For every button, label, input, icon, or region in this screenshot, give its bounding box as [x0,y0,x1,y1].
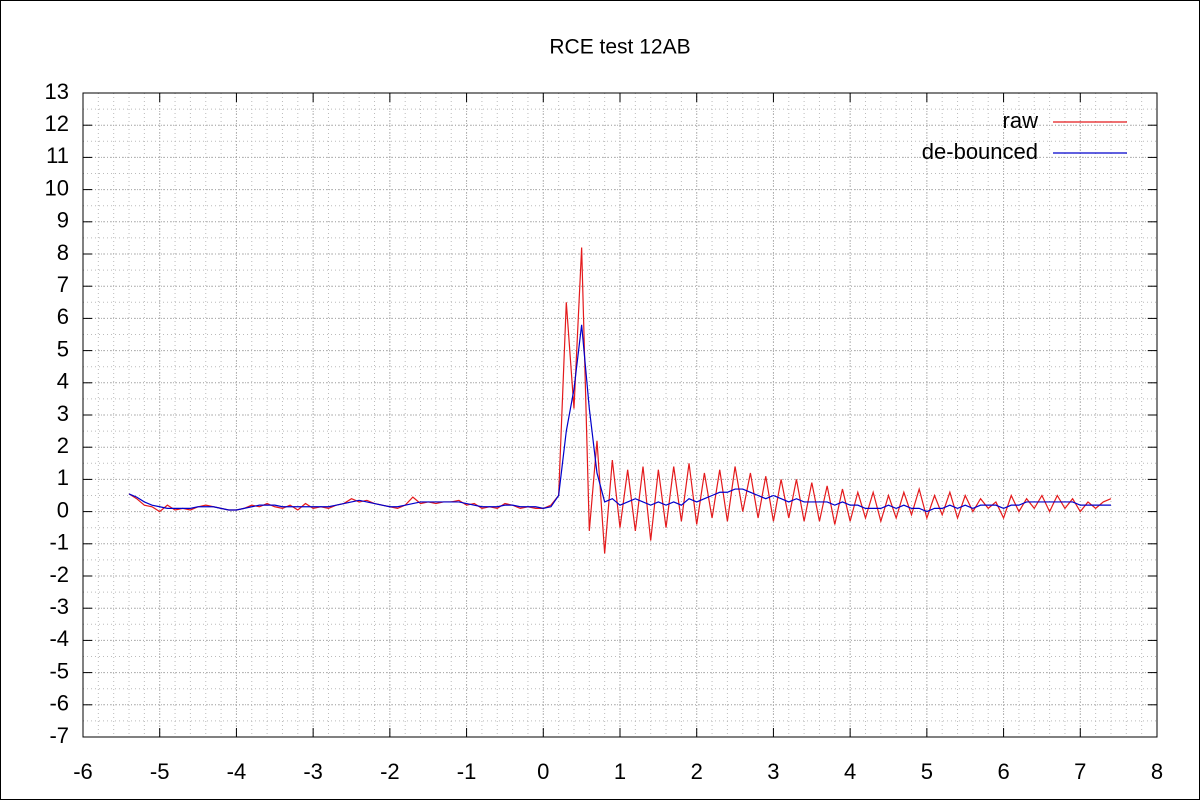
y-tick-label: 4 [57,369,69,394]
y-tick-label: 9 [57,208,69,233]
series-line [128,324,1111,513]
y-tick-label: -5 [49,658,69,683]
x-tick-label: 2 [691,759,703,784]
y-tick-label: 0 [57,497,69,522]
legend-label: raw [1003,108,1039,133]
y-tick-label: 6 [57,304,69,329]
x-tick-label: -3 [303,759,323,784]
y-tick-label: 8 [57,240,69,265]
x-tick-label: 1 [614,759,626,784]
x-tick-label: 8 [1151,759,1163,784]
chart-title: RCE test 12AB [549,36,690,59]
y-tick-label: 12 [45,111,69,136]
y-tick-label: 2 [57,433,69,458]
y-tick-label: 5 [57,336,69,361]
x-tick-label: 7 [1074,759,1086,784]
y-tick-label: -6 [49,691,69,716]
x-tick-label: 5 [921,759,933,784]
x-tick-label: -4 [227,759,247,784]
x-tick-label: 0 [537,759,549,784]
y-tick-label: 11 [46,143,69,168]
x-tick-label: 4 [844,759,856,784]
x-tick-label: -1 [457,759,477,784]
plot-border [82,92,1158,738]
x-tick-label: -5 [150,759,170,784]
y-tick-label: -1 [49,530,69,555]
y-tick-label: -4 [49,626,69,651]
x-tick-label: 3 [767,759,779,784]
y-tick-label: -7 [49,723,69,748]
legend-label: de-bounced [922,139,1038,164]
y-tick-label: 3 [57,401,69,426]
x-tick-label: -2 [380,759,400,784]
x-tick-label: -6 [73,759,93,784]
y-tick-label: 13 [45,79,69,104]
y-tick-label: 10 [45,175,69,200]
y-tick-label: 7 [57,272,69,297]
x-tick-label: 6 [997,759,1009,784]
y-tick-label: 1 [57,465,69,490]
y-tick-label: -2 [49,562,69,587]
y-tick-label: -3 [49,594,69,619]
